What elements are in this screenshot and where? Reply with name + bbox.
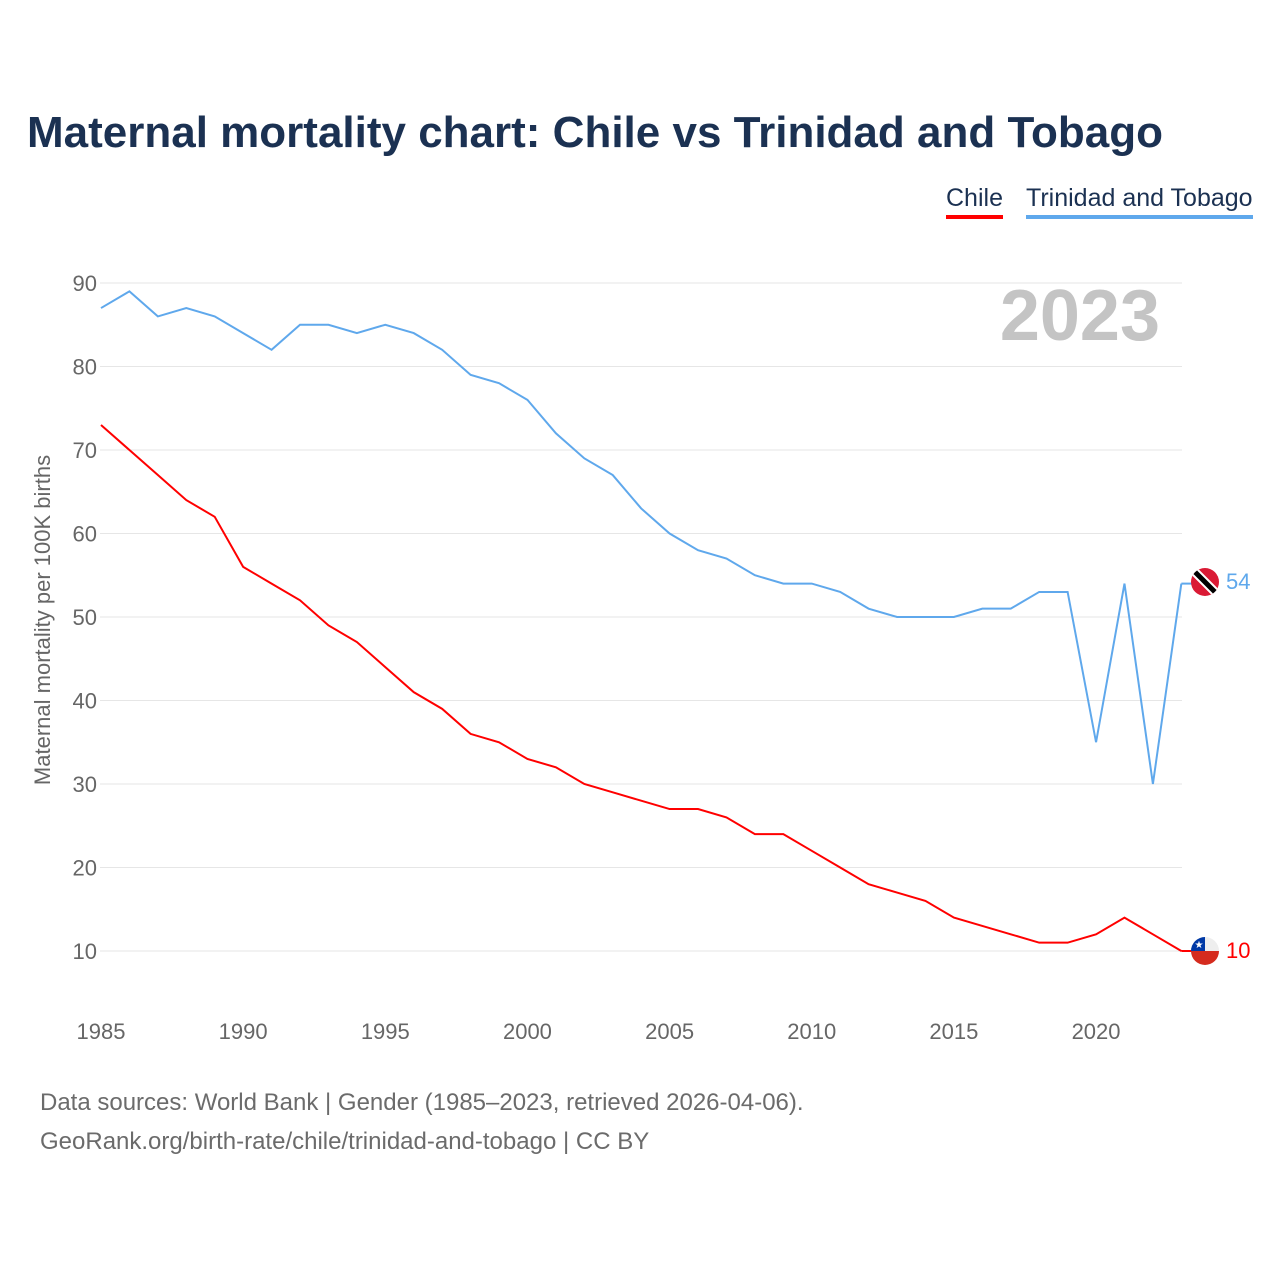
chile-end-value: 10 [1226,938,1250,963]
y-tick-label: 50 [73,605,97,630]
x-tick-label: 1985 [77,1019,126,1044]
x-tick-label: 2010 [787,1019,836,1044]
series-line-trinidad-and-tobago [100,290,1183,785]
legend-trinidad-and-tobago[interactable]: Trinidad and Tobago [1026,184,1253,219]
y-tick-label: 80 [73,355,97,380]
x-tick-label: 2020 [1072,1019,1121,1044]
chile-flag-icon: ★ [1191,937,1219,965]
y-tick-label: 10 [73,939,97,964]
x-tick-label: 2000 [503,1019,552,1044]
svg-text:★: ★ [1195,940,1204,951]
x-tick-label: 1990 [219,1019,268,1044]
source-link[interactable]: GeoRank.org/birth-rate/chile/trinidad-an… [40,1128,650,1155]
legend-chile[interactable]: Chile [946,184,1003,219]
source-note: Data sources: World Bank | Gender (1985–… [40,1089,804,1116]
tt-end-value: 54 [1226,569,1250,594]
chart-title: Maternal mortality chart: Chile vs Trini… [27,108,1164,157]
y-tick-label: 60 [73,522,97,547]
y-tick-label: 90 [73,271,97,296]
x-tick-label: 1995 [361,1019,410,1044]
y-tick-label: 30 [73,772,97,797]
series-line-chile [100,424,1182,952]
y-tick-label: 20 [73,856,97,881]
x-tick-label: 2015 [929,1019,978,1044]
trinidad-and-tobago-flag-icon [1191,568,1219,596]
y-tick-label: 70 [73,438,97,463]
x-tick-label: 2005 [645,1019,694,1044]
y-axis-label: Maternal mortality per 100K births [30,455,55,785]
year-label: 2023 [1000,276,1160,356]
y-tick-label: 40 [73,689,97,714]
